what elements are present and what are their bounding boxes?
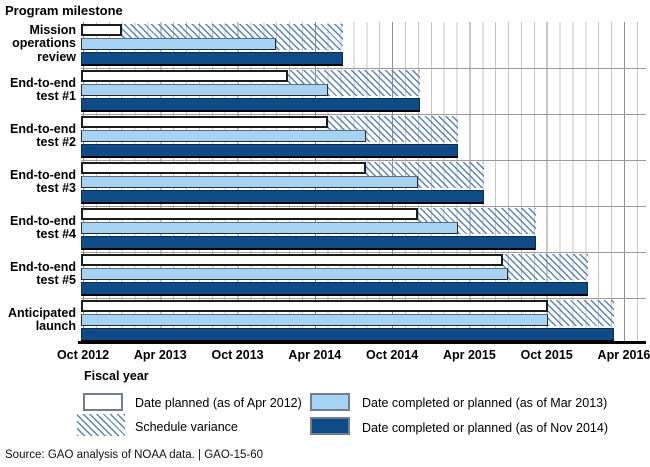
bar-nov2014 [81,328,614,342]
bar-planned [81,208,418,220]
bar-planned [81,70,288,82]
group-separator [81,68,646,69]
schedule-variance-hatch [547,300,614,326]
bar-nov2014 [81,190,484,204]
category-label: End-to-end test #2 [10,121,76,149]
bar-planned [81,300,548,312]
legend-swatch-variance [77,414,125,436]
x-axis-line [78,341,646,344]
category-label: Mission operations review [12,22,76,64]
x-tick-label: Oct 2012 [56,348,110,362]
milestone-group [81,162,646,208]
legend-label-nov2014: Date completed or planned (as of Nov 201… [362,421,608,435]
group-separator [81,298,646,299]
x-tick-label: Oct 2014 [366,348,419,362]
x-tick-label: Oct 2013 [211,348,264,362]
milestone-group [81,208,646,254]
bar-nov2014 [81,144,458,158]
plot-area [81,22,646,342]
bar-mar2013 [81,130,367,142]
group-separator [81,114,646,115]
bar-planned [81,24,122,36]
category-label: End-to-end test #5 [10,259,76,287]
legend-label-planned: Date planned (as of Apr 2012) [135,396,302,410]
category-label: Anticipated launch [7,305,76,333]
category-label: End-to-end test #4 [10,213,76,241]
legend-swatch-mar2013 [310,393,350,411]
schedule-variance-hatch [502,254,588,280]
bar-nov2014 [81,282,588,296]
x-tick-label: Apr 2015 [442,348,496,362]
milestone-group [81,254,646,300]
bar-mar2013 [81,268,509,280]
bar-mar2013 [81,38,277,50]
x-tick-label: Apr 2013 [133,348,187,362]
milestone-group [81,116,646,162]
source-note: Source: GAO analysis of NOAA data. | GAO… [5,449,264,461]
x-tick-label: Apr 2016 [597,348,650,362]
bar-planned [81,162,367,174]
bar-mar2013 [81,84,328,96]
milestone-group [81,300,646,346]
legend-swatch-planned [83,393,123,411]
x-tick-label: Apr 2014 [288,348,342,362]
milestone-group [81,24,646,70]
legend-swatch-nov2014 [310,417,350,435]
milestone-group [81,70,646,116]
category-label: End-to-end test #3 [10,167,76,195]
bar-mar2013 [81,176,418,188]
x-axis-title: Fiscal year [84,369,149,383]
group-separator [81,206,646,207]
chart-title: Program milestone [5,3,123,18]
bar-planned [81,116,328,128]
bar-mar2013 [81,314,548,326]
legend-label-mar2013: Date completed or planned (as of Mar 201… [362,396,608,410]
bar-planned [81,254,503,266]
bar-mar2013 [81,222,458,234]
group-separator [81,252,646,253]
legend-label-variance: Schedule variance [135,420,238,434]
bar-nov2014 [81,98,421,112]
x-tick-label: Oct 2015 [520,348,573,362]
bar-nov2014 [81,52,344,66]
category-label: End-to-end test #1 [10,75,76,103]
group-separator [81,160,646,161]
bar-nov2014 [81,236,537,250]
